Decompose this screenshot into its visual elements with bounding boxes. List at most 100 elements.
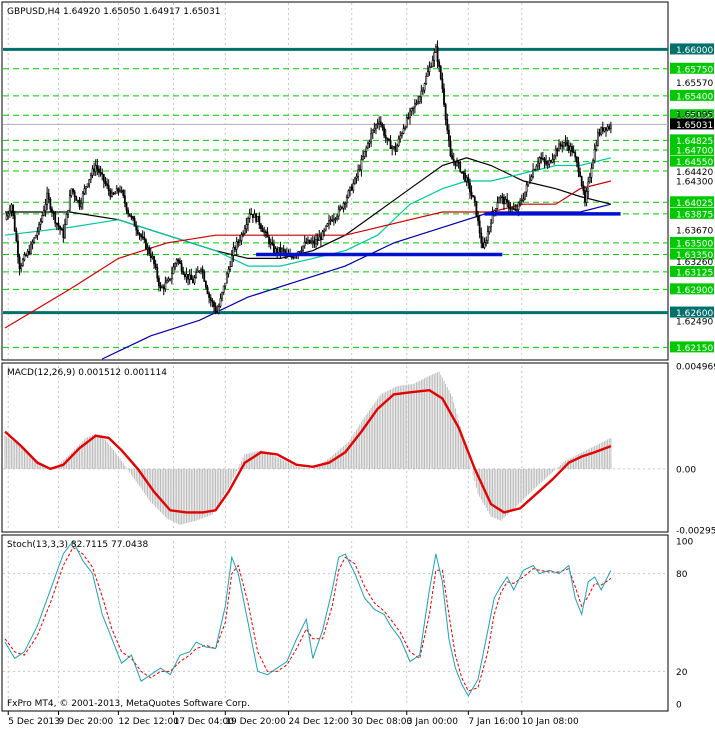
bull-candle	[302, 245, 304, 251]
bull-candle	[64, 224, 66, 238]
bear-candle	[162, 286, 165, 290]
bull-candle	[26, 251, 29, 256]
bull-candle	[321, 231, 324, 240]
bull-candle	[10, 204, 13, 212]
bear-candle	[140, 234, 142, 238]
bear-candle	[566, 141, 569, 146]
bull-candle	[245, 224, 248, 230]
price-panel[interactable]: 1.65750 1.65570 1.65400 1.65150 1.648251.647…	[1, 1, 714, 361]
bear-candle	[192, 279, 194, 284]
level-price-label: 1.62150	[676, 344, 713, 354]
bear-candle	[439, 66, 442, 80]
bull-candle	[558, 143, 560, 152]
bull-candle	[423, 83, 426, 91]
macd-panel[interactable]: 0.004969 0.00 -0.002954 MACD(12,26,9) 0.00…	[1, 362, 715, 537]
bear-candle	[605, 127, 607, 131]
bull-candle	[587, 181, 590, 192]
bull-candle	[310, 241, 313, 244]
bull-candle	[170, 273, 173, 280]
bear-candle	[545, 161, 547, 165]
level-price-tag	[670, 283, 714, 295]
stoch-lines	[4, 540, 612, 697]
bear-candle	[203, 271, 206, 282]
level-price-label: 1.63875	[676, 210, 713, 220]
bull-candle	[20, 265, 23, 270]
level-price-label: 1.64825	[676, 137, 713, 147]
time-tick-label: 5 Dec 2013	[8, 717, 60, 727]
bull-candle	[431, 60, 434, 67]
bull-candle	[483, 242, 486, 249]
bull-candle	[329, 219, 332, 222]
bull-candle	[352, 183, 355, 191]
bear-candle	[117, 188, 120, 192]
bull-candle	[597, 132, 599, 146]
bear-candle	[457, 161, 460, 164]
bull-candle	[200, 268, 202, 272]
bear-candle	[571, 146, 573, 153]
time-tick-label: 12 Dec 12:00	[118, 717, 179, 727]
bull-candle	[590, 167, 593, 178]
bear-candle	[561, 145, 564, 147]
bull-candle	[396, 145, 398, 152]
bull-candle	[358, 169, 361, 172]
bear-candle	[122, 190, 125, 197]
bull-candle	[595, 145, 598, 150]
level-price-label: 1.63500	[676, 239, 713, 249]
bull-candle	[569, 146, 572, 151]
bull-candle	[243, 228, 246, 234]
bull-candle	[23, 254, 26, 261]
bull-candle	[248, 213, 251, 219]
bear-candle	[148, 247, 151, 255]
bull-candle	[426, 71, 429, 77]
support-lines[interactable]	[256, 212, 621, 257]
stoch-tick-label: 0	[676, 701, 682, 711]
bull-candle	[174, 262, 177, 268]
bear-candle	[213, 301, 215, 307]
price-axis: 1.65750 1.65570 1.65400 1.65150 1.648251.647…	[670, 43, 714, 354]
bull-candle	[342, 203, 345, 209]
time-tick-label: 10 Jan 08:00	[522, 717, 579, 727]
bull-candle	[36, 231, 39, 236]
stoch-panel-frame	[1, 534, 669, 712]
bear-candle	[540, 157, 543, 160]
level-price-tag	[670, 134, 714, 146]
time-tick-label: 24 Dec 12:00	[289, 717, 350, 727]
stochastic-panel[interactable]: 100 80 20 0 Stoch(13,3,3) 82.7115 77.0438 F…	[1, 534, 693, 712]
bull-candle	[435, 46, 437, 53]
bear-candle	[156, 267, 159, 279]
bull-candle	[344, 202, 347, 205]
bear-candle	[556, 148, 559, 152]
bull-candle	[67, 209, 70, 215]
bear-candle	[153, 256, 155, 265]
bear-candle	[255, 213, 258, 222]
bull-candle	[115, 188, 118, 194]
bull-candle	[347, 190, 350, 198]
bull-candle	[81, 192, 84, 204]
bull-candle	[362, 156, 364, 160]
level-price-tag	[670, 89, 714, 101]
bull-candle	[31, 241, 34, 245]
bull-candle	[422, 89, 424, 92]
bull-candle	[360, 159, 363, 171]
bear-candle	[469, 182, 471, 193]
bear-candle	[514, 208, 517, 211]
bear-candle	[52, 212, 55, 214]
bull-candle	[546, 163, 549, 166]
bull-candle	[391, 146, 394, 150]
bear-candle	[459, 161, 462, 172]
bear-candle	[313, 240, 316, 245]
bear-candle	[206, 286, 209, 294]
bull-candle	[371, 129, 374, 134]
bull-candle	[300, 250, 303, 252]
bull-candle	[498, 197, 501, 204]
bear-candle	[51, 208, 53, 213]
bear-candle	[102, 174, 105, 182]
price-tick-label: 1.63670	[676, 226, 713, 236]
bear-candle	[73, 191, 76, 198]
bear-candle	[292, 256, 295, 259]
bull-candle	[114, 192, 117, 195]
bear-candle	[209, 297, 212, 301]
bear-candle	[316, 239, 319, 241]
